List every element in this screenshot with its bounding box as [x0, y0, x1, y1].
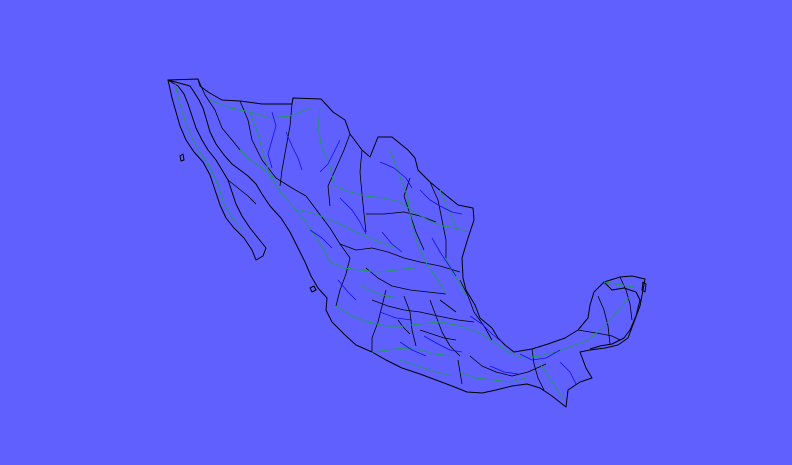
state-border	[429, 299, 461, 357]
river	[379, 161, 413, 189]
state-border	[366, 211, 437, 223]
state-border	[577, 329, 621, 341]
river	[489, 365, 519, 375]
state-border	[239, 100, 307, 197]
road	[249, 111, 331, 263]
state-border	[597, 295, 611, 345]
river	[267, 111, 277, 169]
state-border	[335, 257, 351, 307]
state-border	[403, 177, 425, 251]
roads-layer	[174, 83, 639, 401]
road	[355, 231, 399, 249]
state-border	[397, 319, 411, 335]
state-border	[429, 181, 447, 258]
island-outline	[641, 281, 647, 293]
river	[379, 311, 413, 321]
road	[317, 107, 335, 187]
river	[559, 361, 577, 385]
state-border	[469, 355, 547, 377]
state-border	[339, 243, 461, 273]
rivers-layer	[267, 111, 577, 385]
state-border	[459, 279, 493, 341]
road	[413, 231, 447, 295]
state-borders-layer	[197, 78, 633, 391]
state-border	[403, 295, 417, 347]
state-border	[619, 276, 633, 321]
state-border	[371, 299, 475, 323]
road	[439, 189, 459, 233]
state-border	[359, 149, 367, 233]
road	[587, 295, 631, 341]
river	[419, 189, 463, 215]
state-border	[365, 267, 447, 295]
state-border	[439, 299, 457, 313]
river	[431, 237, 457, 277]
river	[423, 335, 463, 353]
road	[477, 331, 589, 359]
road	[335, 305, 479, 333]
state-border	[197, 78, 241, 151]
road	[329, 261, 415, 273]
island-outline	[309, 285, 317, 293]
state-border	[327, 133, 351, 207]
road	[371, 347, 451, 357]
baja-peninsula-outline	[167, 79, 267, 261]
island-outline	[179, 153, 185, 162]
state-border	[419, 329, 457, 341]
river	[319, 139, 341, 173]
road	[399, 359, 453, 377]
river	[285, 131, 303, 171]
state-border	[279, 103, 293, 187]
river	[399, 341, 427, 357]
road	[209, 99, 311, 119]
road	[239, 149, 275, 179]
road	[361, 285, 399, 299]
river	[309, 229, 333, 249]
coastline-layer	[167, 78, 647, 408]
road	[459, 371, 527, 383]
river	[381, 231, 403, 253]
state-border	[227, 179, 257, 205]
road	[333, 185, 415, 213]
road	[174, 83, 243, 231]
river	[469, 315, 503, 343]
road	[389, 149, 415, 233]
mainland-outline	[167, 78, 646, 408]
river	[339, 197, 367, 235]
road	[413, 211, 469, 233]
river	[337, 279, 357, 301]
river	[519, 349, 561, 361]
road	[603, 281, 639, 289]
road	[299, 209, 357, 233]
state-border	[371, 289, 387, 352]
state-border	[305, 195, 351, 259]
road	[539, 363, 565, 401]
yucatan-outline	[589, 281, 641, 350]
